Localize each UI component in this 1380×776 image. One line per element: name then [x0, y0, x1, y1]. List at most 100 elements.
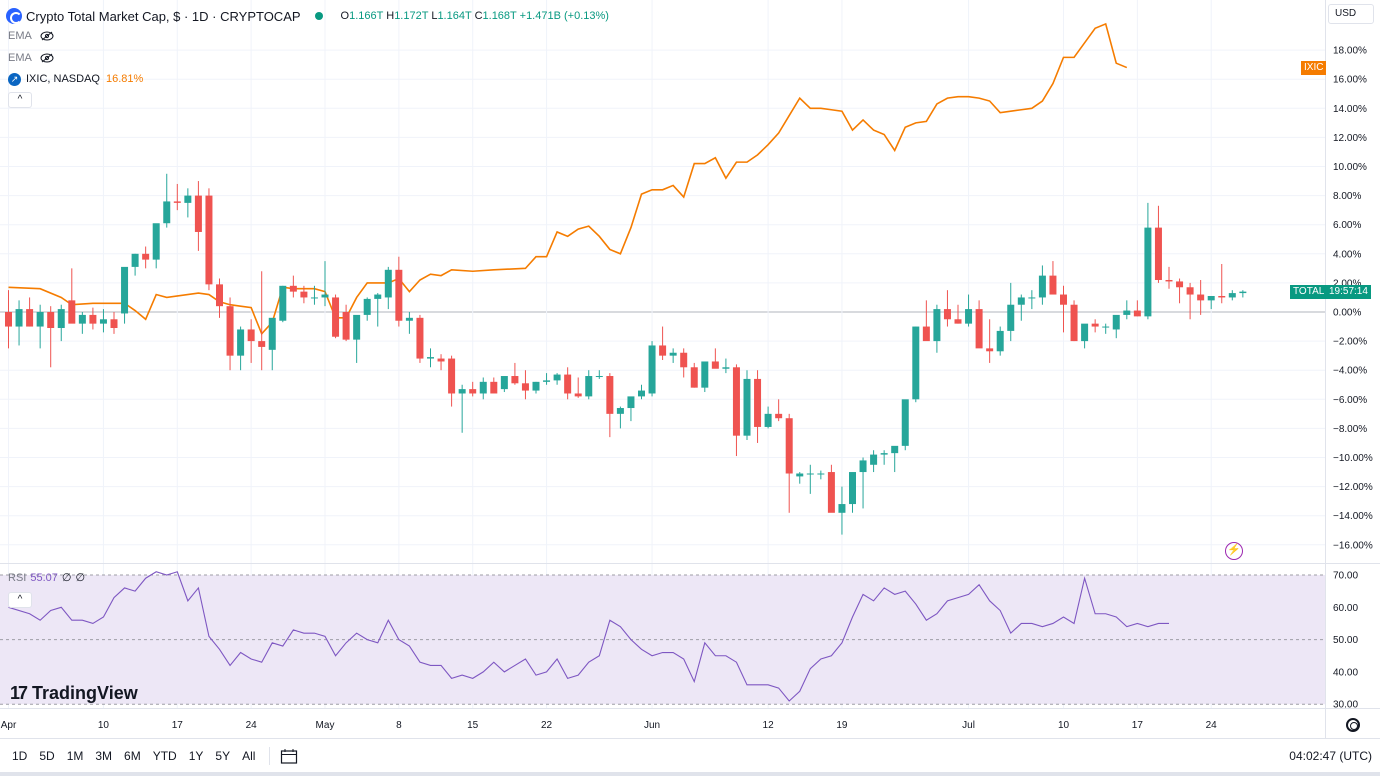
candle [1007, 282, 1015, 342]
x-tick-label: 17 [172, 720, 184, 731]
range-5y-button[interactable]: 5Y [215, 748, 231, 763]
candle [659, 326, 667, 361]
y-tick-label: 0.00% [1333, 308, 1361, 319]
range-1m-button[interactable]: 1M [66, 748, 84, 763]
close-value: 1.168T [482, 10, 517, 22]
rsi-legend[interactable]: RSI 55.07 ∅ ∅ [8, 571, 85, 584]
candle-body [142, 253, 150, 260]
range-3m-button[interactable]: 3M [95, 748, 113, 763]
candle [216, 278, 223, 318]
y-tick-label: −2.00% [1333, 337, 1367, 348]
rsi-line [8, 571, 1169, 702]
candle-body [1028, 297, 1036, 299]
candle-body [859, 460, 867, 473]
collapse-rsi-button[interactable]: ^ [8, 592, 32, 608]
tradingview-logo[interactable]: 17 TradingView [10, 683, 138, 704]
candle-body [68, 300, 76, 324]
eye-hidden-icon[interactable] [40, 31, 54, 41]
y-tick-label: 14.00% [1333, 104, 1367, 115]
toolbar-divider [269, 746, 271, 765]
candle [479, 377, 487, 400]
x-tick-label: 19 [836, 720, 848, 731]
change-value: +1.471B (+0.13%) [519, 10, 609, 22]
settings-icon[interactable] [1346, 718, 1360, 732]
y-tick-label: 12.00% [1333, 133, 1367, 144]
ohlc-values: O1.166T H1.172T L1.164T C1.168T +1.471B … [341, 10, 609, 22]
candle [1133, 300, 1141, 317]
range-1y-button[interactable]: 1Y [188, 748, 204, 763]
candle-body [722, 367, 730, 369]
candle [47, 306, 55, 368]
candle [838, 486, 846, 535]
open-label: O [340, 10, 350, 22]
candle-body [1017, 297, 1025, 305]
candle [943, 290, 951, 327]
candle-body [838, 504, 846, 513]
candle-body [15, 309, 23, 327]
candle [511, 362, 519, 385]
candle [1028, 290, 1036, 310]
candle [648, 341, 656, 397]
candle-body [363, 298, 371, 315]
calendar-icon[interactable] [280, 748, 298, 764]
candle [427, 348, 434, 368]
range-ytd-button[interactable]: YTD [152, 748, 177, 763]
currency-selector[interactable]: USD [1328, 4, 1374, 24]
candle-body [743, 378, 751, 436]
candle [1154, 205, 1162, 283]
candle-body [1154, 227, 1162, 280]
indicator-ema-2[interactable]: EMA [8, 50, 54, 66]
symbol-title[interactable]: Crypto Total Market Cap, $ · 1D · CRYPTO… [26, 8, 301, 24]
candle [849, 472, 856, 513]
candle-body [1228, 293, 1236, 298]
candle-body [405, 317, 413, 321]
candle [754, 370, 762, 443]
candle [1070, 300, 1078, 342]
range-5d-button[interactable]: 5D [39, 748, 55, 763]
candle-body [131, 253, 139, 267]
candle [627, 396, 635, 422]
candle [173, 183, 181, 211]
candle-body [321, 294, 329, 298]
candle [669, 348, 677, 363]
candle [564, 367, 572, 400]
candle [405, 312, 413, 334]
compare-legend[interactable]: ↗ IXIC, NASDAQ 16.81% [8, 71, 143, 87]
y-tick-label: −12.00% [1333, 482, 1373, 493]
candle-body [996, 330, 1004, 352]
x-tick-label: Jun [644, 720, 660, 731]
range-6m-button[interactable]: 6M [124, 748, 141, 763]
high-value: 1.172T [394, 10, 429, 22]
candle [121, 266, 129, 324]
candle-body [638, 390, 645, 397]
candle-body [427, 357, 434, 359]
range-1d-button[interactable]: 1D [12, 748, 28, 763]
candle-body [110, 319, 118, 329]
candle-body [585, 376, 593, 397]
candle-body [870, 454, 878, 465]
indicator-ema-1[interactable]: EMA [8, 28, 54, 44]
candle-body [437, 358, 445, 362]
candle [142, 246, 150, 269]
candle-body [1049, 275, 1057, 295]
x-tick-label: 8 [396, 720, 402, 731]
candle [616, 406, 624, 429]
y-tick-label: −6.00% [1333, 395, 1367, 406]
range-all-button[interactable]: All [242, 748, 256, 763]
utc-clock[interactable]: 04:02:47 (UTC) [1289, 748, 1372, 763]
candle-body [1091, 323, 1099, 327]
candle [279, 285, 287, 323]
candle-body [47, 312, 55, 329]
lightning-icon[interactable]: ⚡ [1225, 542, 1243, 560]
candle [785, 413, 793, 513]
candle [78, 312, 86, 334]
market-status-icon[interactable] [314, 12, 323, 20]
candle [680, 348, 688, 378]
candle [827, 464, 835, 513]
eye-hidden-icon[interactable] [40, 53, 54, 63]
candle-body [1081, 323, 1089, 342]
ixic-price-tag: IXIC [1301, 61, 1327, 75]
candle [1144, 202, 1152, 320]
collapse-legend-button[interactable]: ^ [8, 92, 32, 108]
